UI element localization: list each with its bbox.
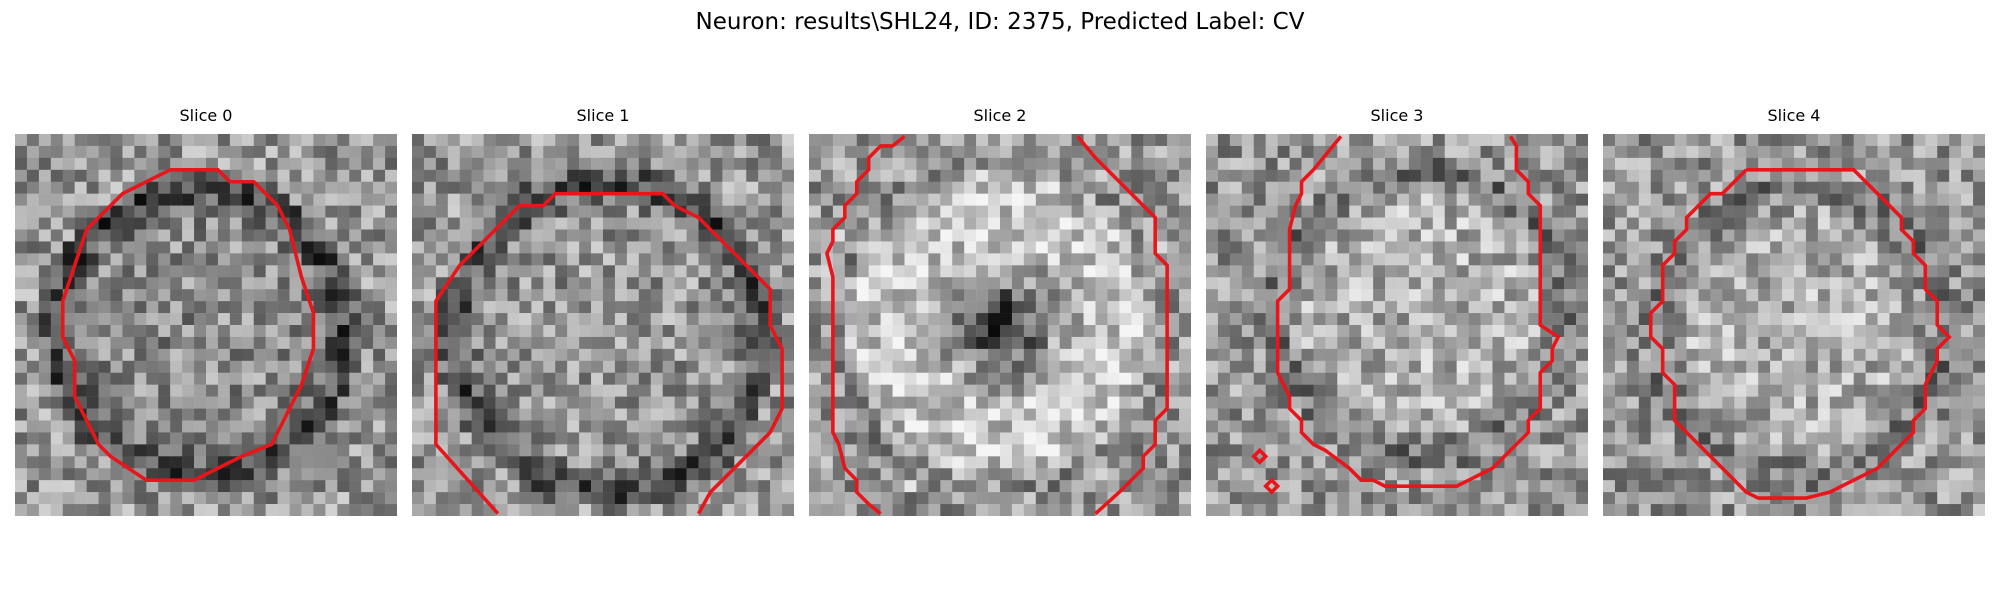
slice-title-0: Slice 0 bbox=[179, 106, 233, 125]
roi-contour-0 bbox=[60, 168, 316, 482]
roi-contour-4 bbox=[1648, 168, 1952, 500]
roi-contour-3 bbox=[1275, 135, 1561, 488]
slice-title-1: Slice 1 bbox=[576, 106, 630, 125]
roi-contour-2b bbox=[1076, 135, 1169, 515]
figure-title: Neuron: results\SHL24, ID: 2375, Predict… bbox=[695, 9, 1305, 35]
roi-contour-1 bbox=[434, 191, 784, 515]
slice-image-0 bbox=[15, 134, 397, 516]
slice-image-4 bbox=[1603, 134, 1985, 516]
roi-contour-3-small-a bbox=[1251, 447, 1269, 465]
slice-title-4: Slice 4 bbox=[1767, 106, 1821, 125]
slice-image-1 bbox=[412, 134, 794, 516]
slice-title-2: Slice 2 bbox=[973, 106, 1027, 125]
roi-contour-2 bbox=[825, 134, 906, 516]
roi-contour-3-small-b bbox=[1263, 477, 1281, 495]
slice-title-3: Slice 3 bbox=[1370, 106, 1424, 125]
slice-image-2 bbox=[809, 134, 1191, 516]
slice-image-3 bbox=[1206, 134, 1588, 516]
